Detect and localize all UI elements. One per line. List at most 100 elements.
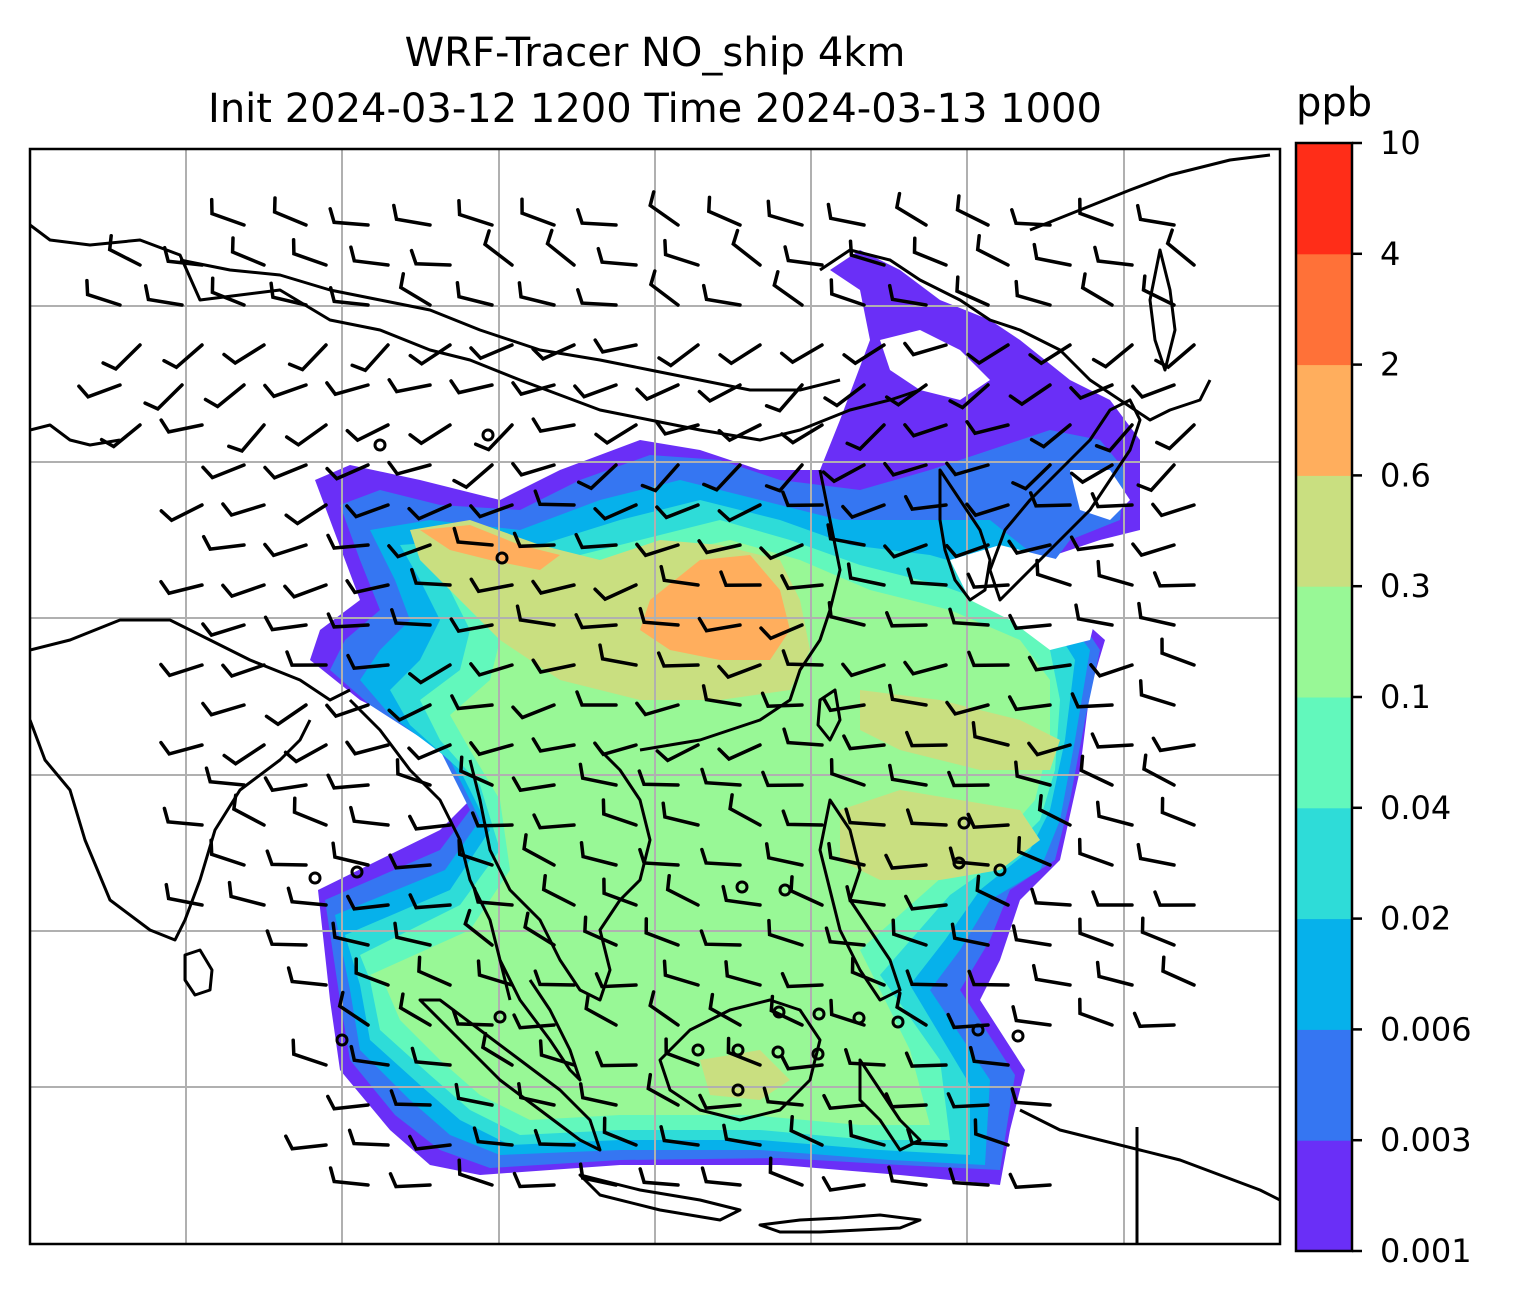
wind-barb [265, 929, 308, 947]
wind-barb [848, 1119, 886, 1147]
wind-barb [210, 276, 246, 307]
wind-barb [472, 886, 514, 907]
wind-barb [473, 423, 514, 452]
wind-barb [573, 383, 618, 399]
wind-barb [708, 992, 742, 1027]
japan-honshu [988, 398, 1142, 602]
wind-barb [764, 383, 804, 413]
wind-barb [706, 195, 742, 227]
wind-barb [717, 423, 762, 443]
wind-barb [965, 420, 1010, 436]
wind-barb [638, 1167, 680, 1187]
wind-barb [159, 418, 204, 434]
wind-barb [201, 463, 246, 480]
wind-barb [594, 423, 638, 446]
wind-barb [584, 992, 618, 1027]
wind-barb [1090, 732, 1134, 749]
wind-barb [1035, 558, 1072, 587]
wind-barb [354, 957, 390, 987]
wind-barb [227, 423, 266, 453]
wind-barb [965, 502, 1010, 518]
wind-barb [1027, 741, 1072, 757]
wind-barb [1010, 1087, 1052, 1107]
wind-barb [284, 1134, 328, 1151]
wind-barb [701, 283, 742, 307]
wind-barb [392, 203, 432, 227]
wind-barb [781, 649, 824, 667]
wind-barb [1141, 274, 1176, 307]
wind-barb [337, 990, 370, 1027]
wind-barb [203, 383, 246, 409]
wind-barb [1132, 1011, 1176, 1029]
wind-barb [884, 1092, 928, 1109]
wind-barb [265, 849, 308, 867]
wind-barb [345, 503, 390, 519]
wind-barb [782, 727, 824, 747]
wind-barb [291, 1038, 328, 1067]
wind-barb [698, 1093, 742, 1110]
wind-barb [697, 539, 742, 555]
wind-barb [1069, 463, 1114, 485]
wind-barb [408, 663, 452, 685]
calm-wind-markers [308, 428, 1025, 1097]
wind-barb [347, 1128, 390, 1147]
wind-barb [1078, 197, 1114, 227]
wind-barb [398, 992, 432, 1027]
wind-barb [644, 917, 680, 947]
wind-barb [283, 583, 328, 599]
wind-barb [593, 503, 638, 521]
wind-barb [263, 615, 308, 632]
wind-barb [884, 853, 928, 870]
wind-barb [1031, 963, 1072, 987]
wind-barb [764, 463, 804, 493]
wind-barb [583, 915, 618, 947]
wind-barb [1010, 208, 1052, 227]
wind-barb [292, 796, 328, 827]
wind-barb [574, 532, 618, 550]
wind-barb [531, 579, 576, 595]
colorbar-tick-label: 0.006 [1380, 1010, 1472, 1048]
wind-barb [783, 245, 824, 267]
wind-barb [598, 643, 638, 667]
wind-barb [576, 463, 618, 491]
wind-barb [222, 743, 266, 766]
wind-barb [512, 1171, 556, 1189]
wind-barb [469, 343, 514, 361]
colorbar-segment [1296, 1140, 1352, 1252]
wind-barb [966, 812, 1010, 830]
wind-barb [512, 531, 556, 549]
colorbar-tick-label: 4 [1380, 235, 1400, 273]
wind-barb [888, 683, 928, 707]
colorbar-segment [1296, 697, 1352, 809]
wind-barb [533, 1128, 576, 1147]
wind-barb [844, 807, 886, 827]
wind-barb [845, 885, 886, 907]
wind-barb [159, 662, 204, 678]
wind-barb [721, 884, 762, 907]
wind-barb [408, 893, 452, 910]
wind-barb [903, 494, 948, 511]
wind-barb [906, 1127, 948, 1147]
tracer-level-01 [370, 540, 1050, 1125]
wind-barb [398, 272, 432, 307]
wind-barb [227, 880, 266, 907]
wind-barb [449, 617, 494, 634]
wind-barb [888, 763, 928, 787]
wind-barb [408, 814, 452, 831]
wind-barb [162, 343, 204, 370]
colorbar-segment [1296, 807, 1352, 920]
srilanka-island [183, 948, 214, 997]
wind-barb [769, 994, 804, 1027]
wind-barb [717, 503, 762, 523]
newguinea-island [1019, 1108, 1280, 1202]
wind-barb [284, 423, 328, 447]
wind-barb [283, 743, 328, 764]
malay-peninsula [498, 959, 582, 1082]
wind-barb [903, 341, 948, 357]
wind-barb [648, 990, 680, 1027]
wind-barb [472, 1126, 514, 1147]
wind-barb [1011, 463, 1052, 491]
wind-barb [452, 526, 494, 547]
wind-barb [841, 503, 886, 520]
